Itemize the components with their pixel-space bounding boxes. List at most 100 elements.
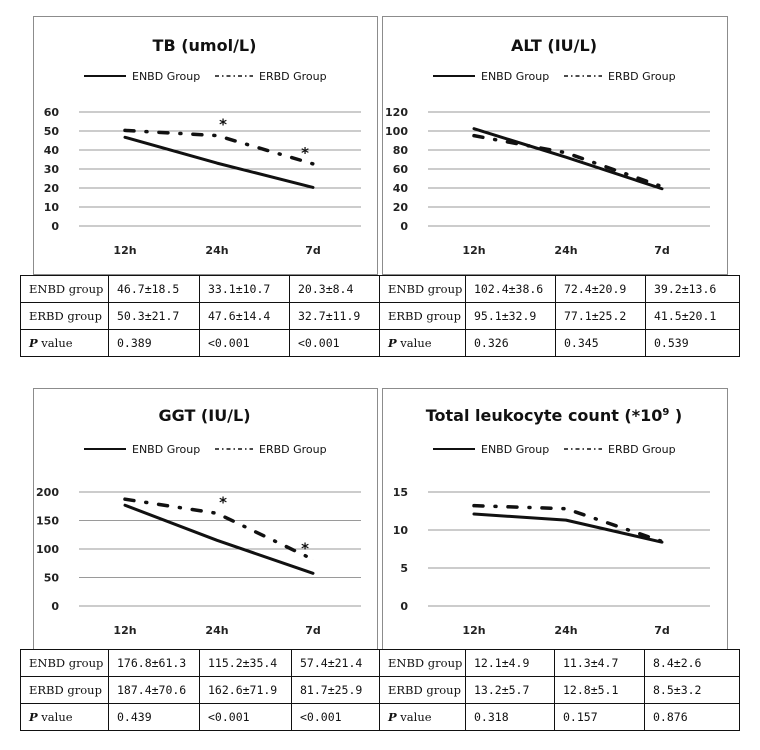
row-label-enbd: ENBD group <box>20 275 109 303</box>
series-line-enbd <box>472 127 664 191</box>
table-cell: 50.3±21.7 <box>108 302 200 330</box>
row-label-erbd: ERBD group <box>20 302 109 330</box>
table-row-p-value: P value 0.439 <0.001 <0.001 P value 0.31… <box>20 703 740 731</box>
table-cell: 8.5±3.2 <box>644 676 740 704</box>
table-cell: 39.2±13.6 <box>645 275 740 303</box>
x-tick-label: 24h <box>205 624 228 637</box>
table-cell: 0.345 <box>555 329 646 357</box>
table-cell: 32.7±11.9 <box>289 302 380 330</box>
table-cell: 162.6±71.9 <box>199 676 292 704</box>
series-line-erbd <box>123 128 315 166</box>
y-tick-label: 80 <box>393 144 409 157</box>
table-cell: 0.389 <box>108 329 200 357</box>
table-cell: 0.439 <box>108 703 200 731</box>
x-tick-label: 7d <box>305 244 321 257</box>
table-row-enbd: ENBD group 176.8±61.3 115.2±35.4 57.4±21… <box>20 649 740 677</box>
chart-leukocyte: Total leukocyte count (*109 )ENBD Group E… <box>393 406 710 637</box>
y-tick-label: 20 <box>393 201 409 214</box>
y-tick-label: 100 <box>385 125 408 138</box>
table-cell: 41.5±20.1 <box>645 302 740 330</box>
row-label-erbd: ERBD group <box>379 676 466 704</box>
chart-title: ALT (IU/L) <box>511 36 597 55</box>
table-cell: <0.001 <box>291 703 380 731</box>
table-cell: 81.7±25.9 <box>291 676 380 704</box>
data-table-top: ENBD group 46.7±18.5 33.1±10.7 20.3±8.4 … <box>20 275 740 357</box>
y-tick-label: 60 <box>44 106 60 119</box>
significance-marker: * <box>219 493 227 511</box>
significance-marker: * <box>301 144 309 162</box>
x-tick-label: 12h <box>462 244 485 257</box>
chart-title: TB (umol/L) <box>153 36 257 55</box>
p-label-text: value <box>37 710 73 724</box>
table-cell: 0.876 <box>644 703 740 731</box>
legend-label-enbd: ENBD Group <box>132 443 200 456</box>
row-label-enbd: ENBD group <box>379 275 466 303</box>
legend-label-enbd: ENBD Group <box>481 70 549 83</box>
chart-ggt: GGT (IU/L) ENBD Group ERBD Group 200 150 100 5… <box>36 406 361 637</box>
chart-panel-ggt: GGT (IU/L) ENBD Group ERBD Group 200 150 100 5… <box>33 388 378 650</box>
chart-alt: ALT (IU/L) ENBD Group ERBD Group 120 100 80 60… <box>385 36 710 257</box>
chart-tb: TB (umol/L) ENBD Group ERBD Group 60 50 40 30 2… <box>44 36 361 257</box>
table-cell: 20.3±8.4 <box>289 275 380 303</box>
p-symbol: P <box>29 710 38 724</box>
y-tick-label: 20 <box>44 182 60 195</box>
table-cell: 8.4±2.6 <box>644 649 740 677</box>
legend-label-erbd: ERBD Group <box>608 443 676 456</box>
chart-title: Total leukocyte count (*109 ) <box>426 406 682 425</box>
y-tick-label: 0 <box>51 220 59 233</box>
legend-label-erbd: ERBD Group <box>608 70 676 83</box>
legend-label-enbd: ENBD Group <box>132 70 200 83</box>
y-tick-label: 40 <box>393 182 409 195</box>
chart-panel-tb: TB (umol/L) ENBD Group ERBD Group 60 50 40 30 2… <box>33 16 378 275</box>
p-symbol: P <box>388 710 397 724</box>
series-line-erbd <box>472 503 664 544</box>
row-label-p-value: P value <box>379 703 466 731</box>
table-cell: 0.539 <box>645 329 740 357</box>
x-tick-label: 7d <box>654 244 670 257</box>
row-label-enbd: ENBD group <box>20 649 109 677</box>
x-tick-label: 12h <box>113 244 136 257</box>
table-cell: 0.157 <box>554 703 645 731</box>
x-tick-label: 24h <box>554 624 577 637</box>
series-line-enbd <box>123 503 315 575</box>
legend: ENBD Group ERBD Group <box>84 443 327 456</box>
y-tick-label: 100 <box>36 543 59 556</box>
y-tick-label: 10 <box>393 524 409 537</box>
p-symbol: P <box>29 336 38 350</box>
legend-label-erbd: ERBD Group <box>259 443 327 456</box>
y-tick-label: 0 <box>400 600 408 613</box>
row-label-p-value: P value <box>20 329 109 357</box>
chart-title: GGT (IU/L) <box>158 406 250 425</box>
table-cell: 57.4±21.4 <box>291 649 380 677</box>
row-label-erbd: ERBD group <box>379 302 466 330</box>
table-cell: 0.318 <box>465 703 555 731</box>
row-label-enbd: ENBD group <box>379 649 466 677</box>
y-tick-label: 10 <box>44 201 60 214</box>
data-table-bottom: ENBD group 176.8±61.3 115.2±35.4 57.4±21… <box>20 649 740 731</box>
y-tick-label: 0 <box>400 220 408 233</box>
y-tick-label: 15 <box>393 486 408 499</box>
table-cell: 0.326 <box>465 329 556 357</box>
p-label-text: value <box>37 336 73 350</box>
significance-marker: * <box>219 116 227 134</box>
table-cell: 72.4±20.9 <box>555 275 646 303</box>
x-tick-label: 7d <box>305 624 321 637</box>
table-cell: <0.001 <box>199 703 292 731</box>
table-cell: 115.2±35.4 <box>199 649 292 677</box>
chart-panel-alt: ALT (IU/L) ENBD Group ERBD Group 120 100 80 60… <box>382 16 728 275</box>
x-tick-label: 12h <box>462 624 485 637</box>
table-cell: <0.001 <box>199 329 290 357</box>
y-tick-label: 120 <box>385 106 408 119</box>
x-tick-label: 24h <box>554 244 577 257</box>
series-line-enbd <box>123 135 315 189</box>
table-cell: 13.2±5.7 <box>465 676 555 704</box>
p-label-text: value <box>396 710 432 724</box>
table-row-erbd: ERBD group 187.4±70.6 162.6±71.9 81.7±25… <box>20 676 740 704</box>
p-label-text: value <box>396 336 432 350</box>
row-label-erbd: ERBD group <box>20 676 109 704</box>
table-cell: 12.8±5.1 <box>554 676 645 704</box>
x-tick-label: 24h <box>205 244 228 257</box>
table-cell: 102.4±38.6 <box>465 275 556 303</box>
row-label-p-value: P value <box>379 329 466 357</box>
y-tick-label: 5 <box>400 562 408 575</box>
